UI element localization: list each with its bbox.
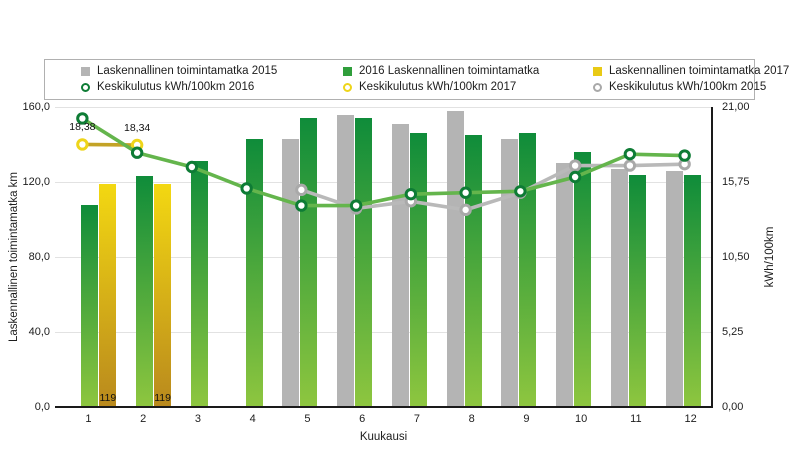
bar-2016-month-3: [190, 161, 208, 407]
right-tick-15,75: 15,75: [722, 176, 750, 188]
marker-2016-month-5: [295, 199, 308, 212]
bar-2016-month-12: [683, 174, 701, 407]
gridline-160,0: [55, 107, 712, 108]
bar-2015-month-10: [556, 163, 574, 407]
x-tick-2: 2: [140, 413, 147, 425]
marker-2016-month-12: [678, 149, 691, 162]
legend-label: Laskennallinen toimintamatka 2017: [609, 65, 790, 77]
marker-2015-month-5: [295, 183, 308, 197]
bar-2016-month-4: [245, 138, 263, 407]
legend-label: Keskikulutus kWh/100km 2016: [97, 81, 255, 93]
legend-label: 2016 Laskennallinen toimintamatka: [359, 65, 540, 77]
left-tick-120,0: 120,0: [22, 176, 50, 188]
x-tick-6: 6: [359, 413, 366, 425]
gridline-40,0: [55, 332, 712, 333]
x-tick-5: 5: [304, 413, 311, 425]
legend-item-4: Keskikulutus kWh/100km 2017: [343, 81, 593, 94]
line-2017: [82, 142, 138, 147]
marker-2017-month-1: [76, 138, 89, 151]
line-2016: [81, 116, 685, 208]
x-tick-9: 9: [523, 413, 530, 425]
legend-item-0: Laskennallinen toimintamatka 2015: [81, 65, 343, 78]
x-axis-line: [55, 406, 713, 408]
bar-2015-month-8: [446, 110, 464, 407]
legend-item-1: 2016 Laskennallinen toimintamatka: [343, 65, 593, 78]
bar-2016-month-8: [464, 135, 482, 407]
line-2015: [300, 162, 685, 212]
data-label-18_38-month-1: 18,38: [69, 121, 96, 134]
bar-2016-month-9: [519, 133, 537, 407]
right-tick-0,00: 0,00: [722, 401, 744, 413]
data-label-119-month-1: 119: [99, 392, 117, 404]
gridline-80,0: [55, 257, 712, 258]
bar-2016-month-6: [355, 118, 373, 407]
legend-label: Keskikulutus kWh/100km 2015: [609, 81, 767, 93]
legend-square-swatch: [593, 67, 602, 76]
legend-item-2: Laskennallinen toimintamatka 2017: [593, 65, 789, 78]
legend-circle-swatch: [593, 83, 602, 92]
x-tick-8: 8: [468, 413, 475, 425]
legend-label: Laskennallinen toimintamatka 2015: [97, 65, 278, 77]
marker-2015-month-10: [568, 159, 582, 172]
legend-square-swatch: [81, 67, 90, 76]
line-layer: [76, 112, 691, 217]
right-tick-5,25: 5,25: [722, 326, 744, 338]
right-axis-title: kWh/100km: [764, 226, 776, 288]
bar-2016-month-11: [628, 174, 646, 407]
bar-2015-month-5: [282, 138, 300, 407]
bar-2016-month-1: [81, 204, 99, 407]
bar-2017-month-1: [99, 183, 117, 407]
marker-2015-month-8: [459, 203, 472, 217]
left-axis-title: Laskennallinen toimintamatka km: [8, 171, 20, 343]
gridline-120,0: [55, 182, 712, 183]
marker-2016-month-2: [130, 146, 144, 159]
right-tick-21,00: 21,00: [722, 101, 750, 113]
data-label-18_34-month-2: 18,34: [123, 122, 151, 134]
bar-2015-month-12: [665, 170, 683, 407]
x-axis-title: Kuukausi: [359, 431, 408, 443]
legend-circle-swatch: [81, 83, 90, 92]
bar-2015-month-11: [610, 168, 628, 407]
right-tick-10,50: 10,50: [722, 251, 750, 263]
x-tick-10: 10: [575, 413, 588, 425]
legend-square-swatch: [343, 67, 352, 76]
marker-2016-month-3: [185, 160, 199, 174]
marker-2016-month-7: [404, 187, 418, 201]
x-tick-3: 3: [194, 413, 201, 425]
x-tick-12: 12: [684, 413, 697, 425]
marker-2016-month-4: [240, 182, 253, 195]
right-axis-line: [711, 107, 713, 408]
data-label-119-month-2: 119: [154, 392, 171, 404]
bar-2016-month-10: [574, 152, 592, 407]
left-tick-40,0: 40,0: [28, 326, 50, 338]
legend: Laskennallinen toimintamatka 2015 2016 La…: [44, 59, 789, 100]
bar-2016-month-2: [136, 176, 154, 407]
plot-area: [55, 107, 712, 407]
x-tick-4: 4: [249, 413, 256, 425]
marker-2016-month-10: [568, 170, 582, 184]
marker-2015-month-11: [623, 159, 637, 172]
legend-circle-swatch: [343, 83, 352, 92]
x-tick-7: 7: [413, 413, 420, 425]
marker-2016-month-11: [623, 147, 637, 161]
bar-2017-month-2: [154, 183, 172, 407]
marker-2016-month-9: [514, 185, 527, 198]
marker-2016-month-8: [459, 186, 472, 199]
bar-2015-month-9: [501, 138, 519, 407]
left-tick-80,0: 80,0: [28, 251, 50, 263]
bar-2015-month-6: [337, 114, 355, 407]
marker-2016-month-6: [349, 199, 363, 212]
legend-item-5: Keskikulutus kWh/100km 2015: [593, 81, 789, 94]
marker-2016-month-1: [76, 112, 89, 125]
x-tick-11: 11: [630, 413, 642, 425]
left-tick-0,0: 0,0: [34, 401, 50, 413]
legend-item-3: Keskikulutus kWh/100km 2016: [81, 81, 343, 94]
x-tick-1: 1: [85, 413, 92, 425]
left-tick-160,0: 160,0: [22, 101, 50, 113]
legend-label: Keskikulutus kWh/100km 2017: [359, 81, 517, 93]
